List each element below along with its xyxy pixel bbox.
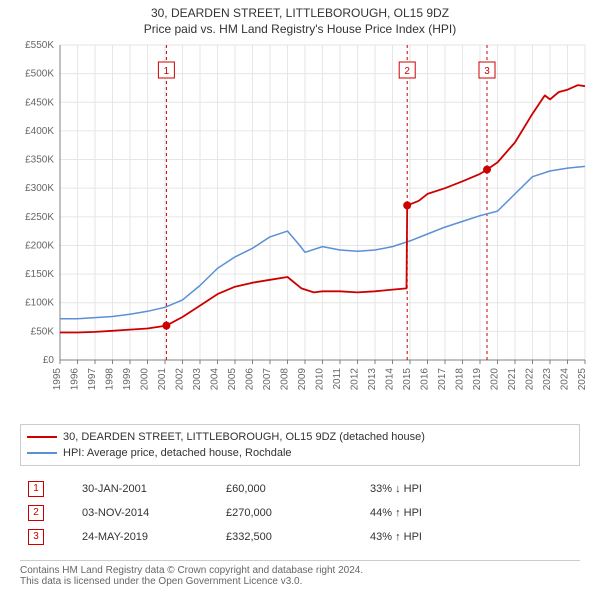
event-marker-label: 2 <box>404 66 410 77</box>
y-tick-label: £400K <box>25 126 54 137</box>
x-tick-label: 2005 <box>227 368 238 391</box>
y-tick-label: £250K <box>25 212 54 223</box>
x-tick-label: 1996 <box>70 368 81 391</box>
footer-note: Contains HM Land Registry data © Crown c… <box>20 560 580 587</box>
y-tick-label: £450K <box>25 97 54 108</box>
x-tick-label: 2006 <box>245 368 256 391</box>
legend-swatch <box>27 452 57 454</box>
events-table: 1 30-JAN-2001£60,00033% ↓ HPI 2 03-NOV-2014… <box>20 476 580 550</box>
x-tick-label: 2004 <box>210 368 221 391</box>
event-price: £332,500 <box>220 526 362 548</box>
tables-area: 30, DEARDEN STREET, LITTLEBOROUGH, OL15 … <box>20 424 580 550</box>
y-tick-label: £100K <box>25 298 54 309</box>
x-tick-label: 1999 <box>122 368 133 391</box>
x-tick-label: 2013 <box>367 368 378 391</box>
event-price: £60,000 <box>220 478 362 500</box>
x-tick-label: 2021 <box>507 368 518 391</box>
event-date: 03-NOV-2014 <box>76 502 218 524</box>
x-tick-label: 2002 <box>175 368 186 391</box>
event-marker-label: 3 <box>484 66 490 77</box>
event-delta: 33% ↓ HPI <box>364 478 578 500</box>
x-tick-label: 2000 <box>140 368 151 391</box>
x-tick-label: 2017 <box>437 368 448 391</box>
y-tick-label: £150K <box>25 269 54 280</box>
x-tick-label: 2003 <box>192 368 203 391</box>
y-tick-label: £300K <box>25 183 54 194</box>
legend-row: HPI: Average price, detached house, Roch… <box>27 445 573 461</box>
chart-svg: £0 £50K £100K £150K £200K £250K £300K £350K £400… <box>10 40 590 420</box>
x-tick-label: 2008 <box>280 368 291 391</box>
legend-row: 30, DEARDEN STREET, LITTLEBOROUGH, OL15 … <box>27 429 573 445</box>
event-marker-icon: 1 <box>28 481 44 497</box>
x-tick-label: 2018 <box>455 368 466 391</box>
footer-line2: This data is licensed under the Open Gov… <box>20 576 580 587</box>
x-tick-label: 2016 <box>420 368 431 391</box>
event-delta: 43% ↑ HPI <box>364 526 578 548</box>
x-tick-label: 2001 <box>157 368 168 391</box>
event-marker-label: 1 <box>164 66 170 77</box>
event-row: 2 03-NOV-2014£270,00044% ↑ HPI <box>22 502 578 524</box>
x-tick-label: 2020 <box>490 368 501 391</box>
x-tick-label: 2023 <box>542 368 553 391</box>
x-tick-label: 1997 <box>87 368 98 391</box>
event-price: £270,000 <box>220 502 362 524</box>
legend-swatch <box>27 436 57 438</box>
chart-title-block: 30, DEARDEN STREET, LITTLEBOROUGH, OL15 … <box>0 0 600 36</box>
y-tick-label: £50K <box>31 326 55 337</box>
y-tick-label: £350K <box>25 155 54 166</box>
y-tick-label: £500K <box>25 69 54 80</box>
event-row: 1 30-JAN-2001£60,00033% ↓ HPI <box>22 478 578 500</box>
x-tick-label: 2025 <box>577 368 588 391</box>
event-delta: 44% ↑ HPI <box>364 502 578 524</box>
x-tick-label: 2010 <box>315 368 326 391</box>
footer-line1: Contains HM Land Registry data © Crown c… <box>20 565 580 576</box>
event-marker-icon: 3 <box>28 529 44 545</box>
legend-label: 30, DEARDEN STREET, LITTLEBOROUGH, OL15 … <box>63 431 425 443</box>
y-tick-label: £0 <box>43 355 55 366</box>
event-marker-icon: 2 <box>28 505 44 521</box>
legend-label: HPI: Average price, detached house, Roch… <box>63 447 292 459</box>
legend-box: 30, DEARDEN STREET, LITTLEBOROUGH, OL15 … <box>20 424 580 466</box>
x-tick-label: 2009 <box>297 368 308 391</box>
y-tick-label: £200K <box>25 240 54 251</box>
x-tick-label: 2019 <box>472 368 483 391</box>
x-tick-label: 2024 <box>560 368 571 391</box>
x-tick-label: 1998 <box>105 368 116 391</box>
chart-area: £0 £50K £100K £150K £200K £250K £300K £350K £400… <box>10 40 590 420</box>
x-tick-label: 2011 <box>332 368 343 390</box>
y-tick-label: £550K <box>25 40 54 51</box>
event-date: 30-JAN-2001 <box>76 478 218 500</box>
x-tick-label: 2015 <box>402 368 413 391</box>
event-row: 3 24-MAY-2019£332,50043% ↑ HPI <box>22 526 578 548</box>
x-tick-label: 2007 <box>262 368 273 391</box>
x-tick-label: 1995 <box>52 368 63 391</box>
title-line1: 30, DEARDEN STREET, LITTLEBOROUGH, OL15 … <box>0 6 600 20</box>
event-date: 24-MAY-2019 <box>76 526 218 548</box>
title-line2: Price paid vs. HM Land Registry's House … <box>0 22 600 36</box>
x-tick-label: 2012 <box>350 368 361 391</box>
x-tick-label: 2014 <box>385 368 396 391</box>
x-tick-label: 2022 <box>525 368 536 391</box>
